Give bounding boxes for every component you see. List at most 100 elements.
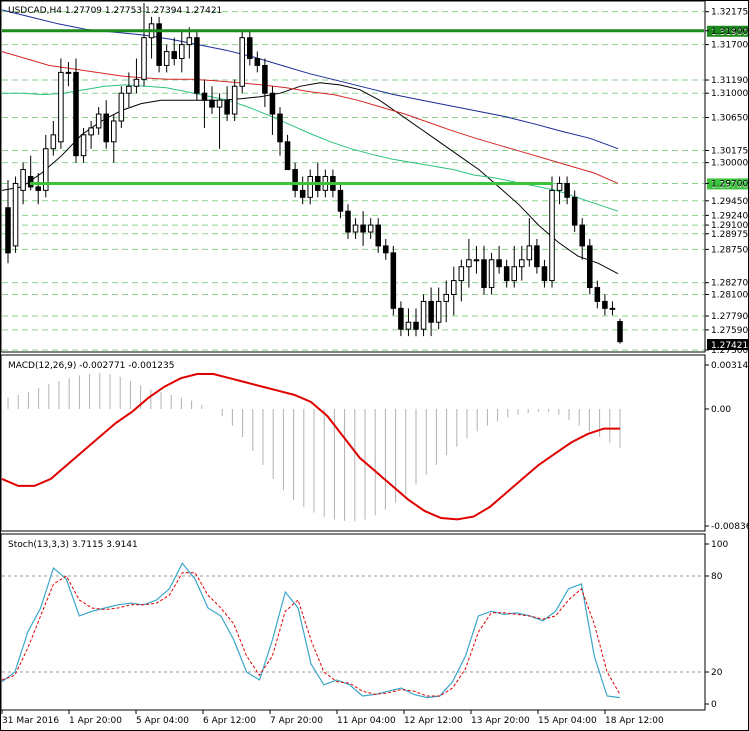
price-tick-label: 1.31700 xyxy=(711,41,748,51)
price-tick-label: 1.30175 xyxy=(711,146,748,156)
candle-body xyxy=(103,113,109,143)
candle-body xyxy=(194,37,200,94)
macd-tick-label: 0.00 xyxy=(711,405,731,415)
candle-body xyxy=(488,259,495,289)
stoch-tick-label: 20 xyxy=(711,668,723,678)
stoch-signal-line xyxy=(1,572,621,697)
candle-body xyxy=(360,224,366,233)
candle-body xyxy=(549,189,555,282)
stoch-tick-label: 100 xyxy=(711,540,728,550)
current-price-label: 1.27421 xyxy=(711,341,748,351)
price-tick-label: 1.28750 xyxy=(711,245,748,255)
candle-body xyxy=(443,293,449,302)
candle-body xyxy=(126,85,132,94)
candle-body xyxy=(383,245,389,254)
candle-body xyxy=(420,300,427,330)
macd-panel[interactable]: MACD(12,26,9) -0.002771 -0.001235 0.0031… xyxy=(0,354,749,532)
time-tick-label: 15 Apr 04:00 xyxy=(538,716,597,726)
stoch-panel-frame xyxy=(0,533,706,711)
candle-body xyxy=(534,245,540,268)
time-tick-label: 12 Apr 12:00 xyxy=(404,716,463,726)
stoch-levels xyxy=(2,575,704,673)
candle-body xyxy=(186,37,193,46)
time-tick-label: 7 Apr 20:00 xyxy=(270,716,323,726)
candle-body xyxy=(43,148,49,191)
candle-body xyxy=(95,113,102,129)
price-tick-label: 1.28975 xyxy=(711,230,748,240)
price-tick-label: 1.30650 xyxy=(711,114,748,124)
candle-body xyxy=(617,321,623,343)
macd-signal-polyline xyxy=(1,373,620,521)
candle-body xyxy=(27,176,34,188)
price-tick-label: 1.29700 xyxy=(711,179,748,189)
candle-body xyxy=(345,210,351,233)
candle-body xyxy=(405,321,412,330)
price-tick-label: 1.27300 xyxy=(711,346,748,356)
price-tick-label: 1.31900 xyxy=(711,27,748,37)
candle-body xyxy=(466,259,472,268)
candle-body xyxy=(224,99,230,115)
candle-body xyxy=(58,71,64,143)
candle-body xyxy=(337,189,344,212)
candle-body xyxy=(435,300,442,323)
candle-body xyxy=(390,252,397,309)
candle-body xyxy=(156,23,162,66)
macd-panel-frame xyxy=(0,354,706,532)
price-tick-label: 1.30000 xyxy=(711,159,748,169)
candle-body xyxy=(496,259,502,268)
candle-body xyxy=(541,266,548,282)
candle-body xyxy=(398,307,404,330)
candle-body xyxy=(201,92,208,101)
candle-body xyxy=(481,259,487,289)
price-header: USDCAD,H4 1.27709 1.27753 1.27394 1.2742… xyxy=(8,6,222,16)
candle-body xyxy=(609,307,616,310)
candle-body xyxy=(307,176,313,198)
time-tick-label: 5 Apr 04:00 xyxy=(136,716,189,726)
price-tick-label: 1.29100 xyxy=(711,221,748,231)
support-level-label: 1.29700 xyxy=(711,180,748,190)
time-tick-label: 1 Apr 20:00 xyxy=(69,716,122,726)
price-levels: 1.31900 1.29700 xyxy=(2,25,748,190)
price-tick-label: 1.29450 xyxy=(711,197,748,207)
time-tick-label: 13 Apr 20:00 xyxy=(471,716,530,726)
price-panel[interactable]: 1.31900 1.29700 USDCAD,H4 1.27709 1.27753… xyxy=(0,0,748,356)
price-tick-label: 1.32175 xyxy=(711,8,748,18)
candle-body xyxy=(111,120,117,143)
candle-body xyxy=(5,207,11,254)
candle-body xyxy=(292,169,298,191)
candle-body xyxy=(413,321,419,330)
candle-body xyxy=(503,266,510,282)
macd-histogram xyxy=(7,372,621,521)
price-tick-label: 1.28270 xyxy=(711,279,748,289)
candle-body xyxy=(209,99,215,108)
candle-body xyxy=(564,182,570,198)
candle-body xyxy=(133,78,140,87)
candle-body xyxy=(118,92,125,122)
time-tick-label: 31 Mar 2016 xyxy=(2,716,59,726)
candle-body xyxy=(352,224,359,233)
candle-body xyxy=(262,64,268,94)
macd-tick-label: 0.003145 xyxy=(711,361,749,371)
candle-body xyxy=(50,134,57,150)
stoch-axis: 100 80 20 0 xyxy=(705,540,728,710)
time-tick-label: 6 Apr 12:00 xyxy=(203,716,256,726)
support-level-tag xyxy=(707,178,748,190)
candle-body xyxy=(458,266,465,282)
candle-body xyxy=(556,182,563,191)
stoch-header: Stoch(13,3,3) 3.7115 3.9141 xyxy=(8,540,138,550)
candle-body xyxy=(473,259,480,262)
price-grid xyxy=(2,11,704,351)
stoch-panel[interactable]: Stoch(13,3,3) 3.7115 3.9141 100 80 20 0 xyxy=(0,533,728,711)
candle-body xyxy=(428,300,434,323)
candle-body xyxy=(80,134,87,157)
candle-body xyxy=(579,224,585,247)
candle-body xyxy=(519,259,525,268)
candle-body xyxy=(179,44,185,60)
candle-body xyxy=(571,196,578,226)
time-tick-label: 18 Apr 12:00 xyxy=(605,716,664,726)
candle-body xyxy=(602,300,608,309)
macd-axis: 0.003145 0.00 -0.008369 xyxy=(705,361,749,532)
candle-body xyxy=(247,37,253,60)
candle-body xyxy=(277,113,283,143)
